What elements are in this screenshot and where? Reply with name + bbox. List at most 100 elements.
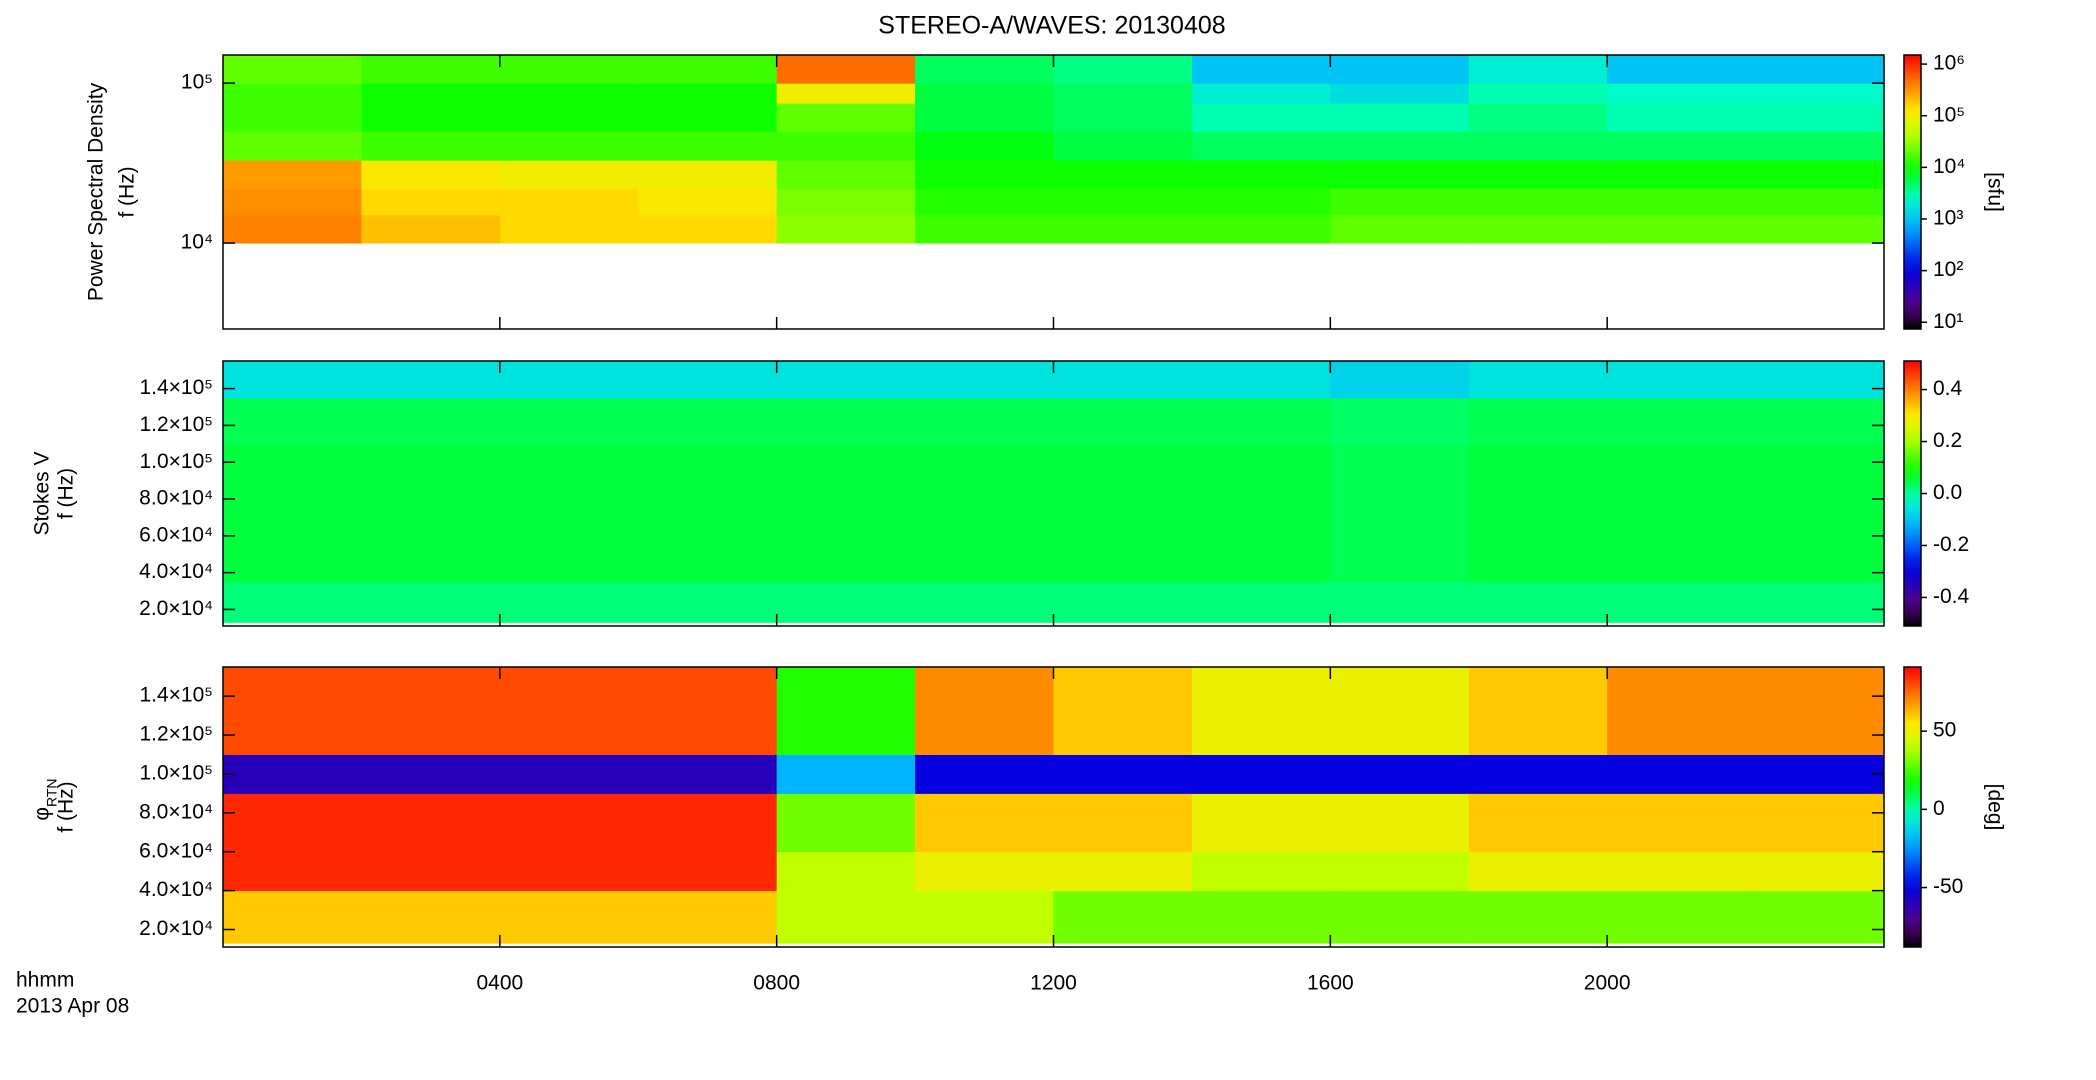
y-tick-label: 1.4×10⁵: [139, 684, 213, 707]
heatmap-cell: [1468, 361, 1608, 399]
x-tick-label: 1600: [1307, 972, 1354, 995]
heatmap-cell: [1468, 83, 1608, 104]
x-tick-label: 2000: [1584, 972, 1631, 995]
chart-title: STEREO-A/WAVES: 20130408: [878, 12, 1225, 40]
heatmap-cell: [1330, 851, 1470, 892]
heatmap-cell: [1330, 754, 1470, 794]
heatmap-cell: [223, 131, 362, 161]
heatmap-cell: [1053, 793, 1193, 853]
heatmap-cell: [915, 397, 1054, 445]
heatmap-cell: [776, 851, 916, 892]
heatmap-cell: [915, 160, 1054, 189]
heatmap-cell: [1468, 443, 1608, 491]
colorbar-tick-label: 10¹: [1933, 310, 1963, 333]
heatmap-cell: [638, 55, 778, 84]
heatmap-cell: [1191, 581, 1331, 623]
heatmap-cell: [1053, 55, 1193, 84]
heatmap-cell: [776, 535, 916, 583]
heatmap-cell: [1191, 55, 1331, 84]
heatmap-cell: [223, 160, 362, 189]
heatmap-cell: [1191, 489, 1331, 537]
heatmap-cell: [915, 83, 1054, 104]
heatmap-cell: [915, 489, 1054, 537]
heatmap-cell: [638, 667, 778, 755]
colorbar-label: [sfu]: [1983, 172, 2006, 212]
y-tick-label: 10⁵: [181, 71, 213, 94]
heatmap-cell: [361, 214, 501, 244]
heatmap-cell: [499, 103, 639, 132]
heatmap-cell: [1607, 535, 1747, 583]
heatmap-cell: [499, 188, 639, 216]
heatmap-cell: [638, 188, 778, 216]
heatmap-cell: [1468, 397, 1608, 445]
y-tick-label: 6.0×10⁴: [139, 839, 213, 862]
x-tick-label: 0800: [753, 972, 800, 995]
heatmap-cell: [361, 188, 501, 216]
heatmap-cell: [1607, 103, 1747, 132]
heatmap-cell: [1330, 214, 1470, 244]
heatmap-cell: [499, 851, 639, 892]
y-tick-label: 1.4×10⁵: [139, 376, 213, 399]
heatmap-cell: [1745, 55, 1885, 84]
heatmap-cell: [1330, 535, 1470, 583]
heatmap-cell: [361, 667, 501, 755]
heatmap-cell: [915, 214, 1054, 244]
heatmap-cell: [915, 667, 1054, 755]
heatmap-cell: [1607, 188, 1747, 216]
heatmap-cell: [499, 397, 639, 445]
heatmap-cell: [1330, 793, 1470, 853]
heatmap-cell: [1745, 535, 1885, 583]
heatmap-cell: [638, 754, 778, 794]
heatmap-cell: [638, 103, 778, 132]
heatmap-cell: [223, 361, 362, 399]
heatmap-cell: [361, 397, 501, 445]
heatmap-cell: [1053, 397, 1193, 445]
heatmap-cell: [1468, 55, 1608, 84]
heatmap-cell: [915, 131, 1054, 161]
heatmap-cell: [776, 361, 916, 399]
heatmap-cell: [1330, 667, 1470, 755]
heatmap-cell: [638, 397, 778, 445]
heatmap-cell: [1745, 443, 1885, 491]
y-axis-label: Stokes V: [31, 451, 54, 535]
heatmap-cell: [499, 443, 639, 491]
heatmap-cell: [361, 793, 501, 853]
heatmap-cell: [499, 131, 639, 161]
heatmap-cell: [776, 397, 916, 445]
y-axis-label: f (Hz): [55, 468, 78, 519]
heatmap-cell: [915, 851, 1054, 892]
heatmap-cell: [1607, 581, 1747, 623]
heatmap-cell: [499, 489, 639, 537]
heatmap-cell: [1468, 851, 1608, 892]
heatmap-cell: [776, 793, 916, 853]
heatmap-cell: [638, 793, 778, 853]
heatmap-cell: [1191, 667, 1331, 755]
heatmap-cell: [1053, 851, 1193, 892]
heatmap-cell: [1191, 83, 1331, 104]
heatmap-cell: [499, 361, 639, 399]
heatmap-cell: [499, 55, 639, 84]
heatmap-cell: [223, 55, 362, 84]
heatmap-cell: [1607, 443, 1747, 491]
heatmap-cell: [1191, 214, 1331, 244]
x-axis-label: 2013 Apr 08: [16, 995, 129, 1018]
heatmap-cell: [1053, 160, 1193, 189]
heatmap-cell: [915, 535, 1054, 583]
colorbar-tick-label: 0.2: [1933, 429, 1962, 452]
heatmap-cell: [223, 851, 362, 892]
heatmap-cell: [1191, 103, 1331, 132]
y-tick-label: 2.0×10⁴: [139, 917, 213, 940]
heatmap-cell: [1607, 890, 1747, 944]
heatmap-cell: [638, 581, 778, 623]
heatmap-cell: [499, 160, 639, 189]
heatmap-cell: [361, 160, 501, 189]
heatmap-cell: [638, 214, 778, 244]
heatmap-cell: [1330, 83, 1470, 104]
y-axis-label-subscript: RTN: [44, 778, 60, 807]
heatmap-cell: [1468, 667, 1608, 755]
heatmap-cell: [1745, 214, 1885, 244]
heatmap-cell: [361, 535, 501, 583]
heatmap-cell: [1607, 214, 1747, 244]
heatmap-cell: [1468, 793, 1608, 853]
heatmap-cell: [1468, 754, 1608, 794]
